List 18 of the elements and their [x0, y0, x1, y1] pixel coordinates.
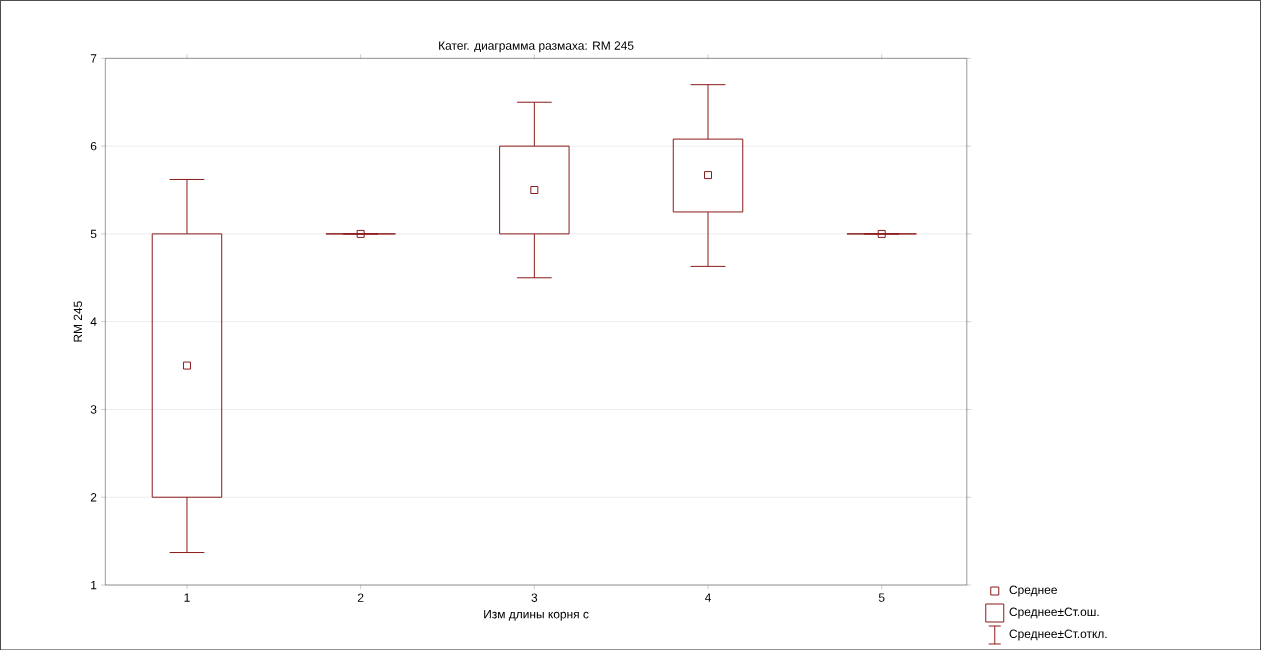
text: Среднее±Ст.ош. — [1009, 607, 1099, 619]
x-tick-label: 2 — [357, 593, 364, 602]
y-tick-label: 4 — [90, 317, 97, 326]
text: Среднее±Ст.откл. — [1009, 629, 1107, 641]
x-tick-label: 5 — [878, 593, 885, 602]
x-tick-label: 1 — [184, 593, 190, 602]
y-tick-label: 6 — [90, 141, 97, 151]
x-tick-label: 4 — [704, 593, 711, 602]
text: Среднее — [1009, 585, 1057, 597]
y-tick-label: 3 — [90, 405, 97, 414]
x-tick-label: 3 — [531, 593, 538, 602]
y-tick-label: 5 — [90, 229, 97, 238]
y-tick-label: 1 — [91, 580, 97, 589]
y-tick-label: 2 — [90, 492, 97, 502]
y-axis-title: RM 245 — [73, 301, 83, 342]
chart-title: Катег. диаграмма размаха: RM 245 — [439, 41, 634, 53]
x-axis-title: Изм длины корня с — [484, 609, 589, 621]
y-tick-label: 7 — [90, 54, 97, 63]
